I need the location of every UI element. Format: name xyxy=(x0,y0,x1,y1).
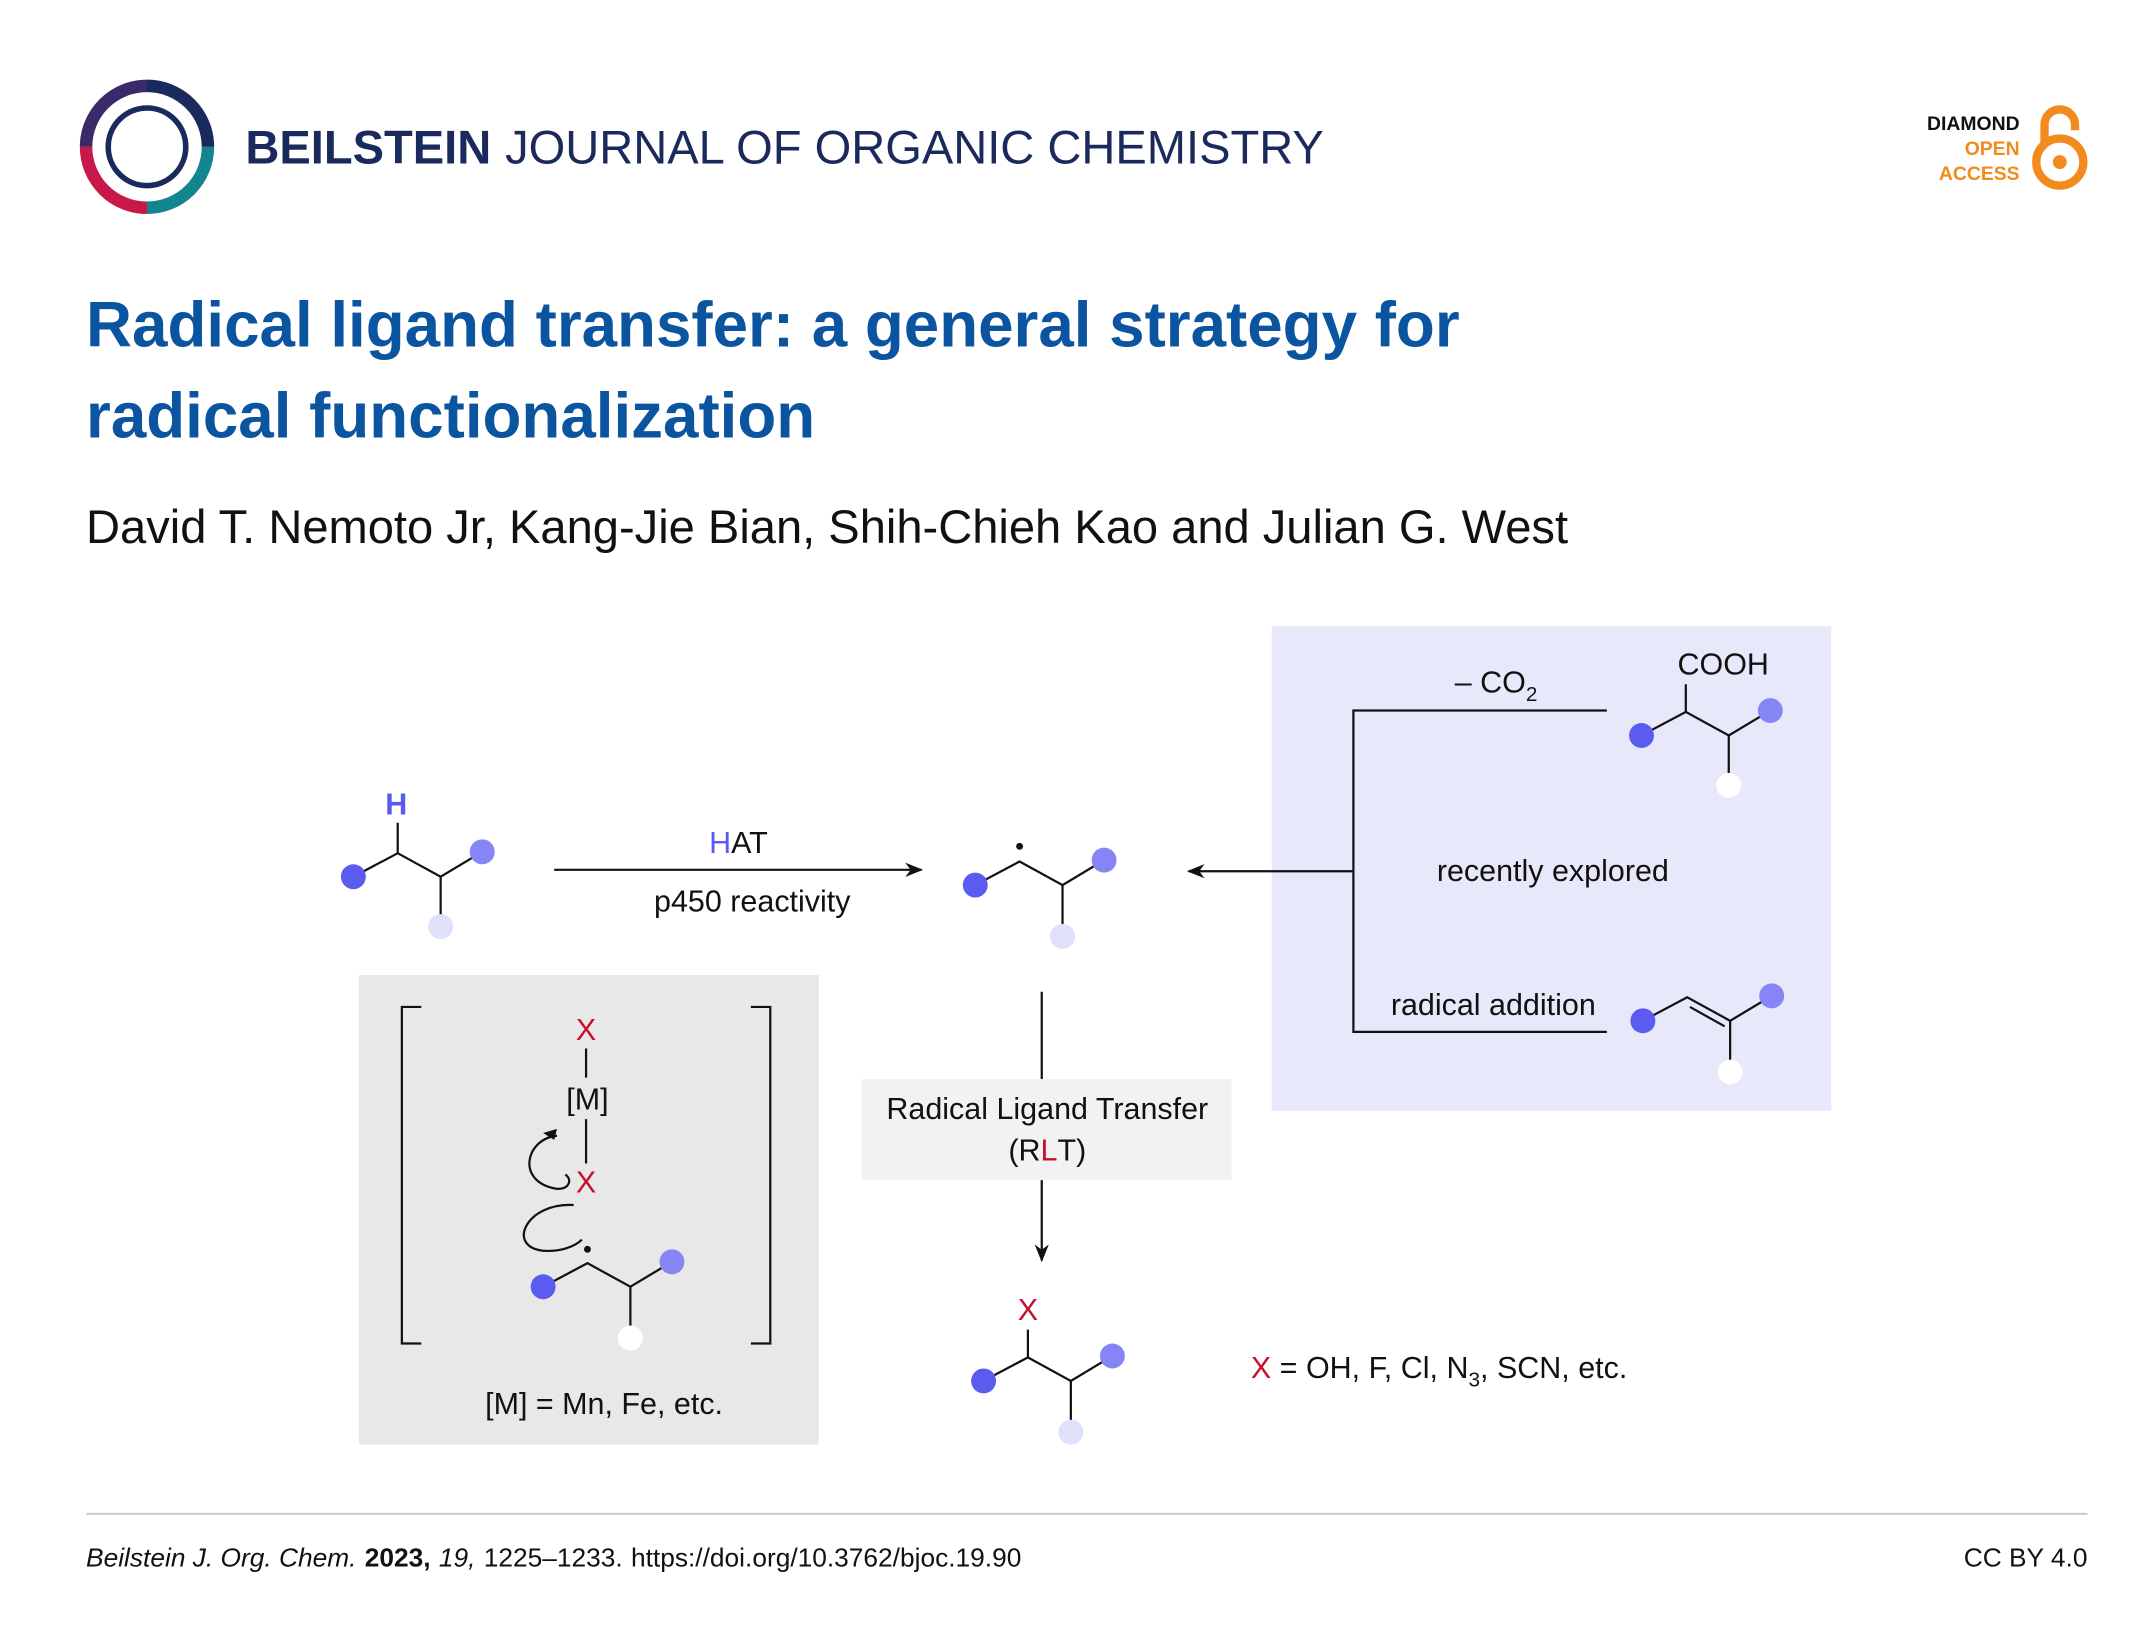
radical xyxy=(961,842,1118,949)
explored-box xyxy=(1271,626,1832,1111)
authors: David T. Nemoto Jr, Kang-Jie Bian, Shih-… xyxy=(86,500,1568,553)
journal-bold: BEILSTEIN xyxy=(245,120,491,173)
structure-use xyxy=(961,846,1118,937)
x-label: X xyxy=(576,1013,596,1047)
structure-path xyxy=(146,146,215,214)
metal-label: [M] xyxy=(566,1082,608,1116)
structure-circle xyxy=(105,105,189,189)
structure-circle xyxy=(2052,155,2067,169)
structure-path xyxy=(543,1128,557,1140)
structure-path xyxy=(146,79,215,148)
x-definition: X = OH, F, Cl, N3, SCN, etc. xyxy=(1251,1351,1627,1391)
journal-logo xyxy=(79,79,215,214)
title-line: radical functionalization xyxy=(86,380,815,452)
structure-polyline xyxy=(750,1005,772,1345)
structure-path xyxy=(528,1134,571,1190)
citation: Beilstein J. Org. Chem. 2023, 19, 1225–1233… xyxy=(86,1543,1021,1573)
structure-line xyxy=(1689,1005,1726,1028)
open-access-icon xyxy=(2032,105,2088,190)
structure-path xyxy=(79,146,148,214)
structure-path xyxy=(522,1203,583,1253)
x-def-part: = OH, F, Cl, N xyxy=(1271,1351,1468,1385)
structure-circle xyxy=(1717,1059,1743,1085)
x-def-part: , SCN, etc. xyxy=(1480,1351,1627,1385)
license: CC BY 4.0 xyxy=(1964,1543,2088,1573)
cite-doi: https://doi.org/10.3762/bjoc.19.90 xyxy=(631,1543,1021,1573)
rlt-label: Radical Ligand Transfer xyxy=(886,1092,1208,1126)
co-text: – CO xyxy=(1455,666,1526,700)
x-label: X xyxy=(576,1166,596,1200)
acid xyxy=(1627,684,1784,798)
badge-text: ACCESS xyxy=(1939,163,2020,185)
structure-circle xyxy=(1058,1419,1084,1445)
structure-circle xyxy=(428,914,454,940)
radical-addition: radical addition xyxy=(1391,988,1596,1022)
structure-circle xyxy=(1016,842,1024,850)
subscript: 2 xyxy=(1526,683,1538,706)
structure-circle xyxy=(1050,923,1075,949)
journal-name: BEILSTEIN JOURNAL OF ORGANIC CHEMISTRY xyxy=(245,120,1323,173)
substrate xyxy=(339,822,496,940)
hat-label: HAT xyxy=(709,826,768,860)
structure-use xyxy=(970,1342,1126,1432)
structure-circle xyxy=(617,1325,643,1351)
cite-volume: 19, xyxy=(439,1543,476,1573)
subscript: 3 xyxy=(1468,1368,1480,1391)
hat-sub: p450 reactivity xyxy=(654,884,851,918)
structure-circle xyxy=(2032,134,2088,190)
cite-year: 2023, xyxy=(365,1543,431,1573)
atom-label: H xyxy=(385,787,407,821)
structure-circle xyxy=(583,1245,591,1253)
rlt-part: L xyxy=(1041,1134,1058,1168)
cite-journal: Beilstein J. Org. Chem. xyxy=(86,1543,356,1573)
badge-text: OPEN xyxy=(1965,138,2020,160)
decarboxylation: – CO2 xyxy=(1455,666,1538,706)
structure-use xyxy=(339,838,496,928)
cite-pages: 1225–1233. xyxy=(484,1543,623,1573)
structure-path xyxy=(2040,105,2080,145)
mechanism-box xyxy=(358,975,819,1445)
badge-text: DIAMOND xyxy=(1927,113,2020,135)
recently-explored: recently explored xyxy=(1437,854,1669,888)
branch-arrows xyxy=(1186,709,1607,1033)
bracket xyxy=(400,1005,772,1351)
rlt-part: T) xyxy=(1057,1134,1086,1168)
structure-circle xyxy=(1716,772,1742,798)
product xyxy=(970,1329,1126,1445)
cooh-label: COOH xyxy=(1678,648,1769,682)
alkene xyxy=(1629,982,1786,1085)
rlt-part: (R xyxy=(1008,1134,1040,1168)
hat-rest: AT xyxy=(731,826,768,860)
structure-polyline xyxy=(400,1005,422,1345)
rlt-abbrev: (RLT) xyxy=(1008,1134,1086,1168)
rlt-box xyxy=(861,1078,1232,1181)
metal-caption: [M] = Mn, Fe, etc. xyxy=(485,1387,723,1421)
hat-h: H xyxy=(709,826,731,860)
structure-path xyxy=(79,79,148,148)
title-line: Radical ligand transfer: a general strat… xyxy=(86,288,1460,360)
journal-rest: JOURNAL OF ORGANIC CHEMISTRY xyxy=(505,120,1324,173)
x-label: X xyxy=(1018,1293,1038,1327)
x-def-part: X xyxy=(1251,1351,1271,1385)
